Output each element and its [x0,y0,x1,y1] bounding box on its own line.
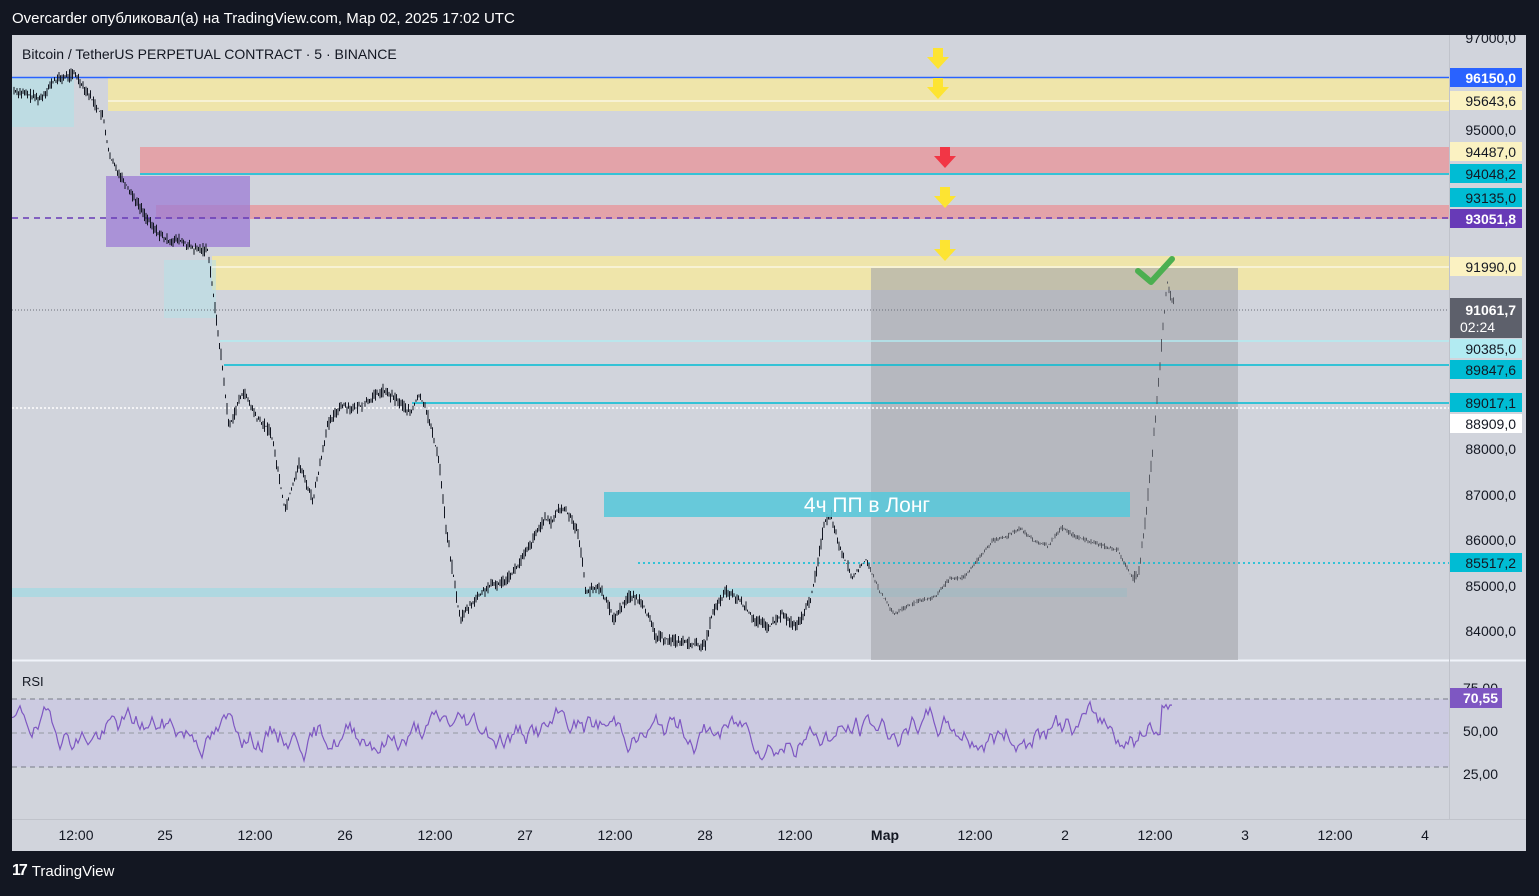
symbol-title[interactable]: Bitcoin / TetherUS PERPETUAL CONTRACT · … [22,46,397,62]
x-tick-label: 3 [1241,827,1249,843]
rsi-band [12,699,1449,767]
y-tick-label: 95000,0 [1465,122,1516,138]
tradingview-logo-icon: 17 [12,862,28,879]
purple-box[interactable] [106,176,250,247]
price-label[interactable]: 90385,0 [1465,341,1516,357]
price-label-bg [1450,414,1522,433]
y-tick-label: 85000,0 [1465,578,1516,594]
y-tick-label: 88000,0 [1465,441,1516,457]
price-label[interactable]: 94487,0 [1465,144,1516,160]
y-tick-label: 84000,0 [1465,623,1516,639]
y-tick-label: 86000,0 [1465,532,1516,548]
price-label-bg [1450,360,1522,379]
price-scale[interactable]: 97000,0 95000,0 88000,0 87000,0 86000,0 … [1465,35,1516,639]
candle-countdown: 02:24 [1460,319,1495,335]
x-tick-label: 12:00 [957,827,992,843]
price-labels[interactable]: 96150,0 95643,6 94487,0 94048,2 93135,0 … [1450,68,1522,572]
arrow-down-icon [934,187,956,208]
horizontal-lines [12,76,1449,768]
footer-brand[interactable]: 17 TradingView [12,862,114,880]
price-label[interactable]: 96150,0 [1465,70,1516,86]
rsi-tick-label: 25,00 [1463,766,1498,782]
price-label[interactable]: 94048,2 [1465,166,1516,182]
price-label[interactable]: 91990,0 [1465,259,1516,275]
x-tick-label: 26 [337,827,353,843]
arrow-down-icon [927,78,949,99]
x-tick-label: 28 [697,827,713,843]
annotation-text: 4ч ПП в Лонг [804,494,931,517]
x-tick-label: 4 [1421,827,1429,843]
price-label[interactable]: 85517,2 [1465,555,1516,571]
publish-line: Overcarder опубликовал(а) на TradingView… [12,10,515,27]
price-label-bg [1450,188,1522,207]
x-tick-label: 25 [157,827,173,843]
footer-brand-name: TradingView [31,862,115,880]
x-tick-label: 2 [1061,827,1069,843]
price-label[interactable]: 93051,8 [1465,211,1516,227]
annotation-box[interactable] [604,492,1130,517]
x-tick-label: Мар [871,827,899,843]
price-label-bg [1450,164,1522,183]
arrow-down-icon [934,147,956,168]
current-price-label-bg [1450,298,1522,338]
light-blue-band-bottom[interactable] [12,588,1127,597]
light-blue-box-left[interactable] [164,260,216,318]
arrow-down-icon [927,48,949,69]
yellow-zone-middle[interactable] [212,256,1449,290]
price-label[interactable]: 95643,6 [1465,93,1516,109]
chart-frame[interactable]: 4ч ПП в Лонг Bitcoin / TetherUS PERPETUA… [12,35,1526,851]
rsi-scale[interactable]: 75,00 50,00 25,00 70,55 [1450,680,1502,782]
rsi-current-label[interactable]: 70,55 [1463,690,1498,706]
price-label[interactable]: 88909,0 [1465,416,1516,432]
x-tick-label: 27 [517,827,533,843]
rsi-tick-label: 50,00 [1463,723,1498,739]
long-signal-annotation[interactable]: 4ч ПП в Лонг [604,492,1130,517]
price-label[interactable]: 89847,6 [1465,362,1516,378]
x-tick-label: 12:00 [417,827,452,843]
rsi-title[interactable]: RSI [22,674,44,689]
red-zone-lower[interactable] [156,205,1449,219]
price-label-bg [1450,553,1522,572]
chart-svg[interactable]: 4ч ПП в Лонг Bitcoin / TetherUS PERPETUA… [12,35,1526,851]
price-label-bg [1450,339,1522,358]
x-tick-label: 12:00 [597,827,632,843]
price-label-bg [1450,393,1522,412]
light-blue-box-top-left[interactable] [12,77,74,127]
zones-layer [12,77,1449,767]
price-candles[interactable] [13,68,1174,652]
x-tick-label: 12:00 [1137,827,1172,843]
price-label-bg [1450,91,1522,110]
red-zone-upper[interactable] [140,147,1449,173]
current-price-label[interactable]: 91061,7 [1465,302,1516,318]
x-tick-label: 12:00 [777,827,812,843]
checkmark-icon [1135,256,1175,285]
price-label-bg [1450,209,1522,228]
price-label-bg [1450,142,1522,161]
price-label-bg [1450,257,1522,276]
y-tick-label: 97000,0 [1465,35,1516,46]
price-label[interactable]: 93135,0 [1465,190,1516,206]
y-tick-label: 87000,0 [1465,487,1516,503]
x-tick-label: 12:00 [58,827,93,843]
price-label[interactable]: 89017,1 [1465,395,1516,411]
price-label-bg [1450,68,1522,87]
rsi-current-label-bg [1450,688,1502,708]
publish-header: Overcarder опубликовал(а) на TradingView… [0,0,1539,36]
yellow-zone-top[interactable] [108,77,1449,111]
x-tick-label: 12:00 [1317,827,1352,843]
time-axis[interactable]: 12:00 25 12:00 26 12:00 27 12:00 28 12:0… [58,827,1429,843]
projection-gray-box[interactable] [871,268,1238,660]
x-tick-label: 12:00 [237,827,272,843]
arrow-down-icon [934,240,956,261]
rsi-line[interactable] [12,700,1173,764]
